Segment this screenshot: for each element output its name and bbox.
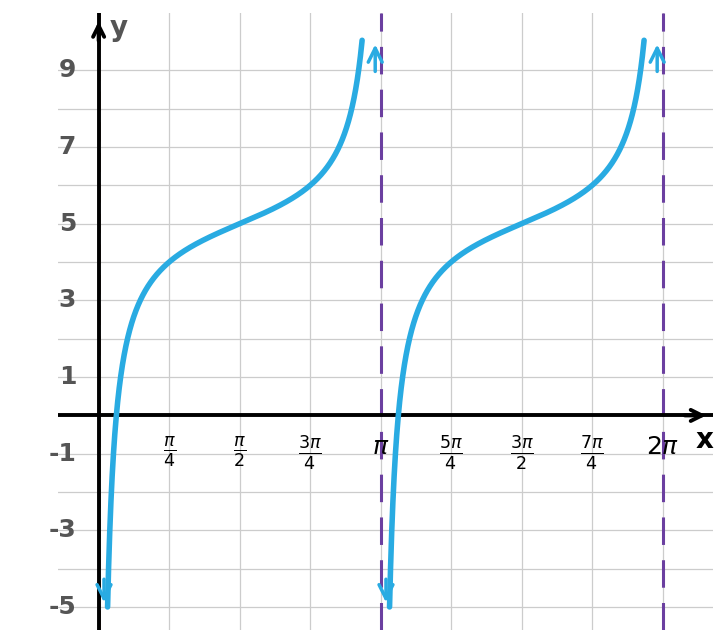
Text: $\frac{3\pi}{4}$: $\frac{3\pi}{4}$ xyxy=(298,435,322,473)
Text: $2\pi$: $2\pi$ xyxy=(646,435,679,458)
Text: y: y xyxy=(109,14,127,42)
Text: 7: 7 xyxy=(59,135,76,159)
Text: $\frac{7\pi}{4}$: $\frac{7\pi}{4}$ xyxy=(580,435,604,473)
Text: $\frac{3\pi}{2}$: $\frac{3\pi}{2}$ xyxy=(510,435,534,473)
Text: -1: -1 xyxy=(48,442,76,466)
Text: $\frac{\pi}{2}$: $\frac{\pi}{2}$ xyxy=(233,435,246,469)
Text: -3: -3 xyxy=(49,518,76,543)
Text: 5: 5 xyxy=(59,212,76,236)
Text: 9: 9 xyxy=(59,59,76,82)
Text: 3: 3 xyxy=(59,289,76,312)
Text: 1: 1 xyxy=(59,365,76,389)
Text: $\pi$: $\pi$ xyxy=(372,435,389,458)
Text: -5: -5 xyxy=(49,595,76,619)
Text: $\frac{\pi}{4}$: $\frac{\pi}{4}$ xyxy=(162,435,175,469)
Text: $\frac{5\pi}{4}$: $\frac{5\pi}{4}$ xyxy=(439,435,463,473)
Text: x: x xyxy=(695,426,713,455)
